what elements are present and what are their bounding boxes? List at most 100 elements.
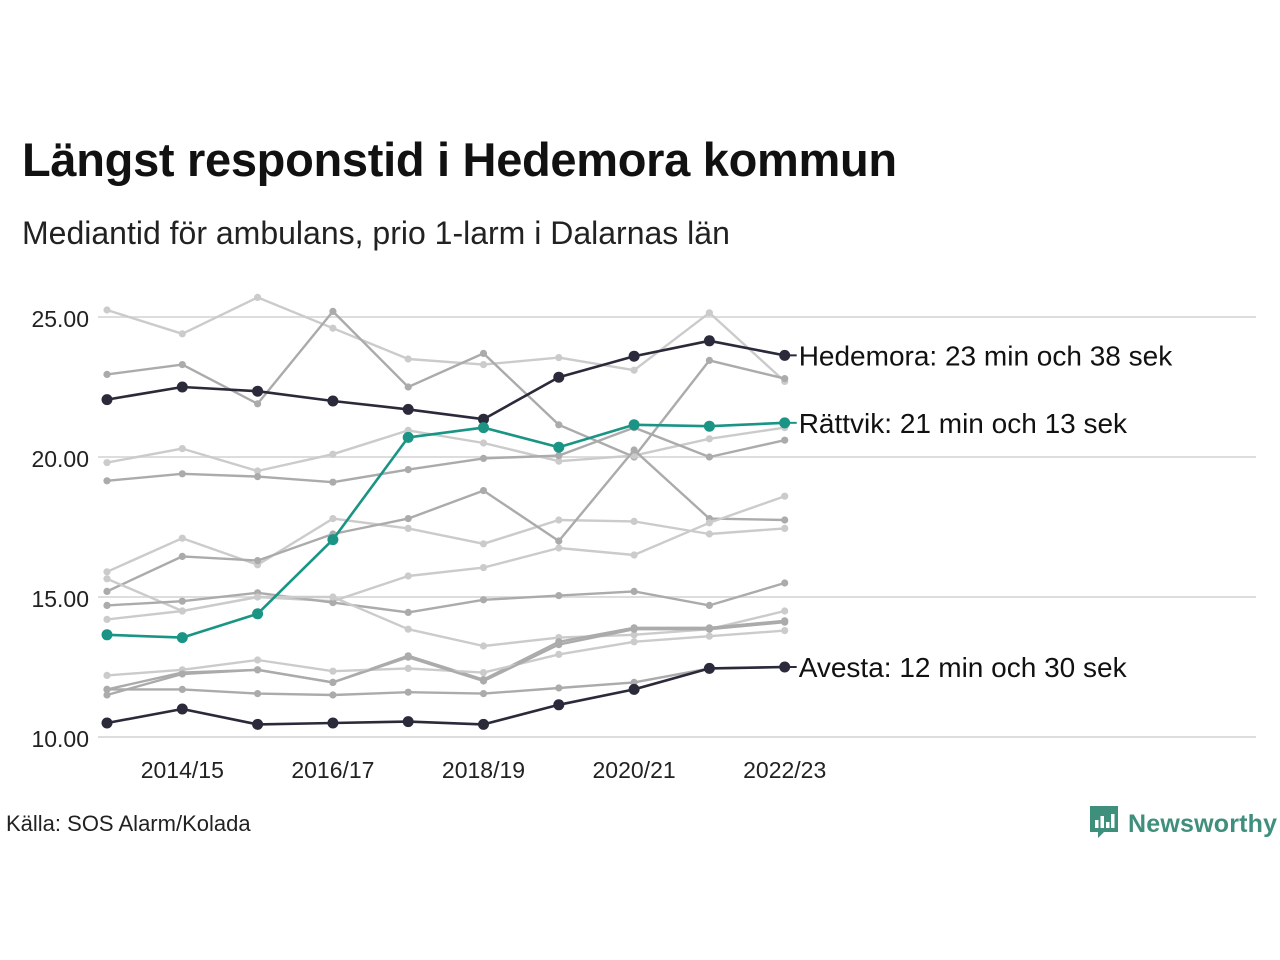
series-line: [107, 341, 785, 419]
data-point: [179, 445, 186, 452]
data-point: [629, 419, 640, 430]
source-note: Källa: SOS Alarm/Kolada: [6, 811, 251, 837]
data-point: [405, 525, 412, 532]
series-line: [107, 622, 785, 695]
x-tick-label: 2020/21: [593, 757, 676, 783]
data-point: [329, 451, 336, 458]
data-point: [405, 665, 412, 672]
data-point: [631, 551, 638, 558]
data-point: [629, 684, 640, 695]
data-point: [254, 294, 261, 301]
data-point: [480, 669, 487, 676]
series-line: [107, 297, 785, 381]
data-point: [405, 654, 412, 661]
data-point: [480, 596, 487, 603]
data-point: [480, 540, 487, 547]
series-label: Rättvik: 21 min och 13 sek: [799, 408, 1128, 439]
data-point: [103, 602, 110, 609]
series-label: Avesta: 12 min och 30 sek: [799, 652, 1128, 683]
x-tick-label: 2018/19: [442, 757, 525, 783]
data-point: [555, 354, 562, 361]
data-point: [555, 421, 562, 428]
data-point: [327, 718, 338, 729]
data-point: [704, 663, 715, 674]
data-point: [706, 453, 713, 460]
data-point: [327, 396, 338, 407]
data-point: [254, 593, 261, 600]
data-point: [329, 593, 336, 600]
newsworthy-logo-icon: [1088, 804, 1120, 845]
data-point: [179, 670, 186, 677]
data-point: [179, 470, 186, 477]
data-point: [252, 719, 263, 730]
data-point: [179, 361, 186, 368]
data-point: [177, 382, 188, 393]
data-point: [403, 432, 414, 443]
data-point: [480, 361, 487, 368]
data-point: [480, 642, 487, 649]
data-point: [781, 627, 788, 634]
data-point: [329, 668, 336, 675]
data-point: [553, 442, 564, 453]
data-point: [553, 699, 564, 710]
data-point: [179, 553, 186, 560]
data-point: [179, 607, 186, 614]
data-point: [103, 575, 110, 582]
y-tick-label: 25.00: [31, 306, 89, 332]
data-point: [555, 544, 562, 551]
data-point: [631, 446, 638, 453]
data-point: [553, 372, 564, 383]
y-axis-ticks: 10.00 15.00 20.00 25.00: [31, 306, 89, 752]
data-point: [706, 602, 713, 609]
data-point: [103, 306, 110, 313]
data-point: [103, 588, 110, 595]
data-point: [177, 704, 188, 715]
data-point: [480, 677, 487, 684]
highlight-series: [102, 335, 791, 424]
data-point: [405, 572, 412, 579]
data-point: [631, 638, 638, 645]
data-point: [254, 666, 261, 673]
data-point: [706, 309, 713, 316]
data-point: [329, 691, 336, 698]
data-point: [102, 718, 113, 729]
data-point: [103, 686, 110, 693]
line-chart: 10.00 15.00 20.00 25.00 2014/15 2016/17 2018/…: [0, 0, 1280, 800]
series-line: [107, 519, 785, 572]
data-point: [254, 656, 261, 663]
data-point: [103, 371, 110, 378]
data-point: [480, 439, 487, 446]
data-point: [478, 719, 489, 730]
data-point: [555, 592, 562, 599]
data-point: [706, 435, 713, 442]
data-point: [403, 404, 414, 415]
brand-name: Newsworthy: [1128, 810, 1277, 839]
data-point: [706, 519, 713, 526]
data-point: [781, 525, 788, 532]
data-point: [480, 690, 487, 697]
data-point: [478, 422, 489, 433]
data-point: [706, 626, 713, 633]
data-point: [405, 626, 412, 633]
x-axis-ticks: 2014/15 2016/17 2018/19 2020/21 2022/23: [141, 757, 827, 783]
data-point: [555, 651, 562, 658]
data-point: [179, 686, 186, 693]
data-point: [329, 479, 336, 486]
data-point: [781, 579, 788, 586]
data-point: [781, 493, 788, 500]
data-point: [781, 437, 788, 444]
data-point: [103, 477, 110, 484]
y-tick-label: 15.00: [31, 586, 89, 612]
data-point: [480, 455, 487, 462]
series-line: [107, 450, 785, 591]
data-point: [704, 335, 715, 346]
series-line: [107, 496, 785, 611]
data-point: [329, 515, 336, 522]
data-point: [327, 534, 338, 545]
data-point: [329, 325, 336, 332]
data-point: [329, 679, 336, 686]
data-point: [405, 515, 412, 522]
data-point: [781, 516, 788, 523]
data-point: [103, 568, 110, 575]
data-point: [781, 375, 788, 382]
